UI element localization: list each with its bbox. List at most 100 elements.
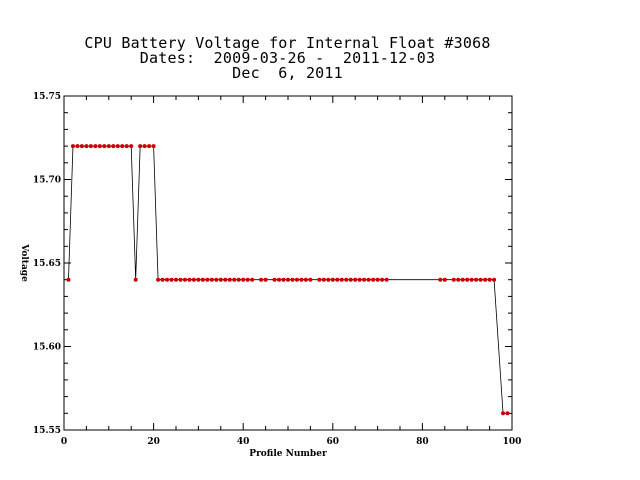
x-tick-label: 0	[61, 437, 67, 447]
data-point	[303, 277, 308, 282]
data-point	[286, 277, 290, 282]
data-point	[160, 277, 165, 282]
x-axis-title: Profile Number	[249, 449, 327, 459]
data-point	[133, 277, 138, 282]
data-point	[97, 144, 102, 149]
data-point	[245, 277, 250, 282]
data-point	[492, 277, 497, 282]
data-point	[223, 277, 228, 282]
data-point	[281, 277, 286, 282]
y-tick-label: 15.75	[33, 92, 61, 102]
data-point	[299, 277, 304, 282]
data-point	[205, 277, 210, 282]
data-point	[169, 277, 174, 282]
data-point	[259, 277, 264, 282]
y-axis-title: Voltage	[19, 243, 29, 282]
x-tick-label: 100	[503, 437, 522, 447]
data-point	[209, 277, 214, 282]
axis-ticks	[63, 95, 513, 431]
data-point	[460, 277, 465, 282]
axis-tick-labels: 0 20 40 60 80 100 15.55 15.60 15.65 15.70 15.75	[33, 92, 522, 447]
chart-title-line-2: Dates: 2009-03-26 - 2011-12-03	[139, 49, 436, 67]
y-tick-label: 15.70	[33, 176, 61, 186]
x-tick-label: 80	[416, 437, 429, 447]
data-point	[465, 277, 470, 282]
data-point	[290, 277, 295, 282]
data-point	[187, 277, 192, 282]
data-point	[115, 144, 120, 149]
data-point	[366, 277, 371, 282]
data-point	[501, 411, 506, 416]
data-point	[474, 277, 479, 282]
data-points	[66, 144, 510, 416]
data-point	[380, 277, 385, 282]
data-point	[483, 277, 488, 282]
data-point	[348, 277, 353, 282]
data-point	[294, 277, 299, 282]
data-point	[227, 277, 232, 282]
data-point	[469, 277, 474, 282]
data-point	[151, 144, 156, 149]
data-point	[375, 277, 380, 282]
x-tick-label: 40	[237, 437, 250, 447]
data-point	[88, 144, 93, 149]
data-point	[438, 277, 443, 282]
x-tick-label: 60	[327, 437, 340, 447]
data-point	[156, 277, 161, 282]
data-point	[456, 277, 461, 282]
data-point	[236, 277, 241, 282]
data-point	[272, 277, 277, 282]
data-point	[214, 277, 219, 282]
chart-title-line-3: Dec 6, 2011	[232, 64, 343, 82]
data-point	[93, 144, 98, 149]
data-point	[321, 277, 326, 282]
y-tick-label: 15.65	[33, 259, 61, 269]
data-point	[66, 277, 71, 282]
data-point	[505, 411, 510, 416]
data-point	[326, 277, 331, 282]
data-point	[174, 277, 178, 282]
data-point	[124, 144, 129, 149]
data-point	[102, 144, 107, 149]
data-point	[196, 277, 201, 282]
data-point	[106, 144, 111, 149]
data-point	[451, 277, 456, 282]
data-point	[371, 277, 376, 282]
data-point	[191, 277, 196, 282]
data-point	[241, 277, 246, 282]
data-point	[339, 277, 344, 282]
data-point	[120, 144, 125, 149]
data-point	[142, 144, 147, 149]
data-point	[308, 277, 313, 282]
data-point	[79, 144, 84, 149]
data-point	[330, 277, 335, 282]
data-point	[84, 144, 89, 149]
data-point	[353, 277, 358, 282]
chart-title: CPU Battery Voltage for Internal Float #…	[0, 36, 575, 81]
data-point	[357, 277, 362, 282]
x-tick-label: 20	[147, 437, 160, 447]
data-point	[317, 277, 322, 282]
data-point	[384, 277, 389, 282]
data-point	[178, 277, 183, 282]
data-point	[250, 277, 255, 282]
data-point	[335, 277, 340, 282]
data-point	[263, 277, 268, 282]
data-point	[70, 144, 75, 149]
data-point	[478, 277, 483, 282]
data-point	[442, 277, 447, 282]
data-point	[200, 277, 205, 282]
data-point	[362, 277, 367, 282]
chart-title-line-1: CPU Battery Voltage for Internal Float #…	[84, 34, 491, 52]
data-point	[277, 277, 282, 282]
y-tick-label: 15.60	[33, 343, 61, 353]
y-tick-label: 15.55	[33, 426, 61, 436]
data-point	[129, 144, 134, 149]
data-point	[218, 277, 223, 282]
data-point	[165, 277, 170, 282]
data-point	[182, 277, 187, 282]
data-point	[75, 144, 80, 149]
data-point	[111, 144, 116, 149]
data-point	[487, 277, 492, 282]
